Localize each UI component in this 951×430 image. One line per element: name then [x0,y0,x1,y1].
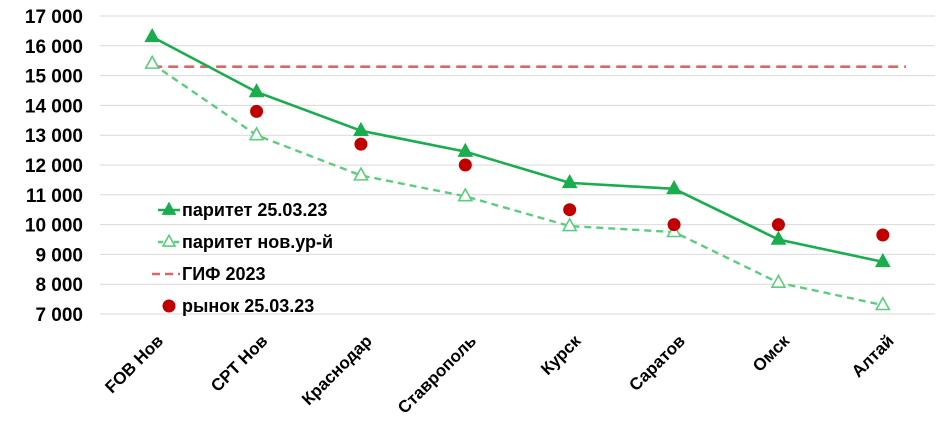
series-market [250,104,890,242]
y-tick-label: 17 000 [25,7,83,28]
data-point [458,158,472,172]
data-point [561,217,578,232]
x-tick-label: Краснодар [298,331,376,409]
grid [100,15,935,315]
y-tick-label: 7 000 [35,305,83,326]
data-point [770,230,787,245]
data-point [874,252,891,268]
data-point [457,187,474,202]
y-tick-label: 9 000 [35,245,83,266]
x-tick-label: CPT Нов [207,331,271,395]
data-point [354,137,368,151]
series-line [151,62,884,307]
data-point [248,83,265,98]
x-tick-label: FOB Нов [101,331,167,397]
data-point [876,228,890,242]
data-point [770,273,787,288]
y-tick-label: 15 000 [25,67,83,88]
x-tick-label: Алтай [848,331,898,381]
data-point [667,218,681,232]
data-point [874,296,891,311]
data-point [250,104,264,118]
data-point [353,121,369,136]
y-tick-label: 13 000 [25,126,83,147]
legend-label: паритет нов.ур-й [182,232,333,252]
series [144,27,906,311]
legend-marker [162,299,176,313]
legend-marker [161,201,177,215]
y-tick-label: 14 000 [25,96,83,117]
data-point [563,203,577,217]
legend: паритет 25.03.23 паритет нов.ур-й ГИФ 2023… [152,200,333,316]
legend-marker [161,233,177,247]
data-point [248,126,265,141]
y-tick-label: 11 000 [26,186,83,207]
y-tick-label: 8 000 [35,275,83,296]
data-point [561,173,578,189]
data-point [666,179,682,195]
legend-label: ГИФ 2023 [182,264,266,284]
y-axis-ticks: 7 000 8 000 9 000 10 000 11 000 12 000 13 000 1… [25,7,83,326]
x-tick-label: Саратов [625,331,688,394]
series-line [151,35,884,264]
data-point [144,54,161,69]
series-parity [144,27,891,268]
x-tick-label: Курск [537,331,585,379]
data-point [457,142,474,157]
legend-label: рынок 25.03.23 [182,296,314,316]
legend-label: паритет 25.03.23 [182,200,327,220]
data-point [771,218,785,232]
y-tick-label: 10 000 [25,216,83,237]
x-tick-label: Омск [749,331,794,376]
y-tick-label: 16 000 [25,37,83,58]
data-point [353,166,369,181]
data-point [144,27,161,43]
y-tick-label: 12 000 [25,156,83,177]
x-axis-ticks: FOB Нов CPT Нов Краснодар Ставрополь Курск Са… [101,331,897,417]
x-tick-label: Ставрополь [394,331,480,417]
